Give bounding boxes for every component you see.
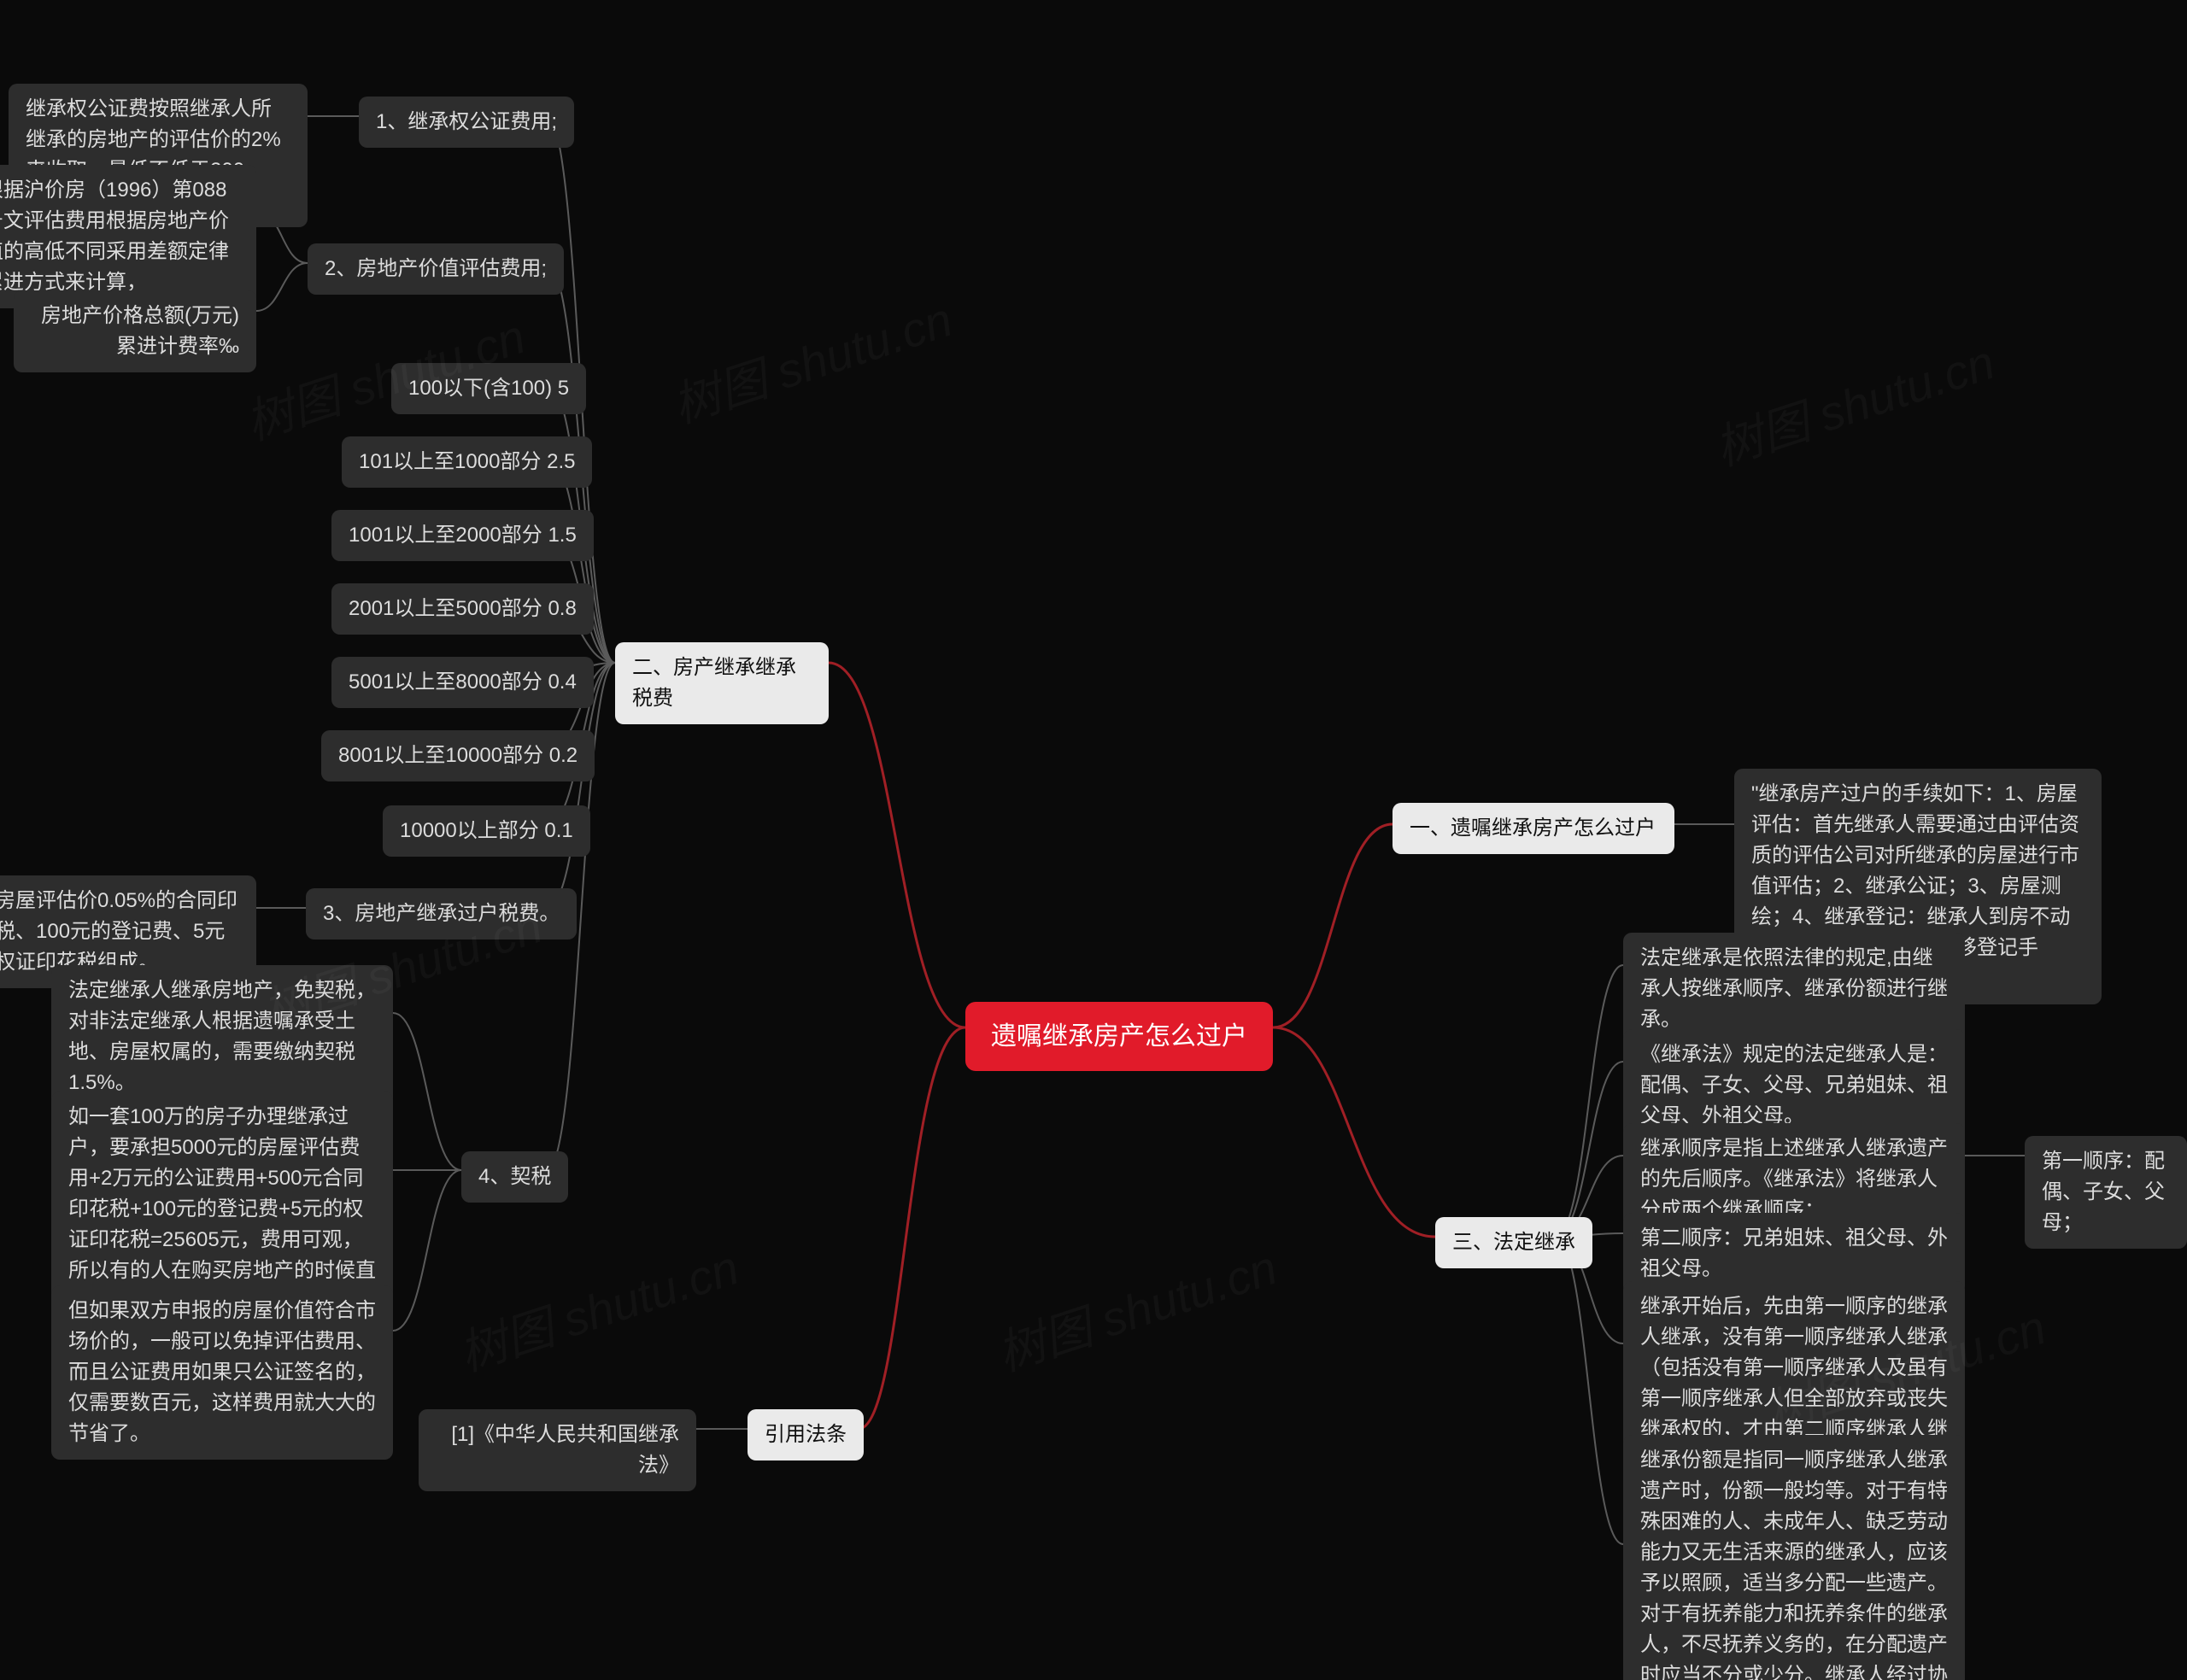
branch-r2[interactable]: 三、法定继承	[1435, 1217, 1592, 1268]
branch-r1[interactable]: 一、遗嘱继承房产怎么过户	[1393, 803, 1674, 854]
leaf-l1a[interactable]: 1、继承权公证费用;	[359, 97, 574, 148]
branch-l1[interactable]: 二、房产继承继承税费	[615, 642, 829, 724]
leaf-r2c1[interactable]: 第一顺序：配偶、子女、父母；	[2025, 1136, 2187, 1249]
leaf-l1j[interactable]: 3、房地产继承过户税费。	[306, 888, 577, 940]
watermark: 树图 shutu.cn	[449, 1230, 747, 1385]
leaf-l1k3[interactable]: 但如果双方申报的房屋价值符合市场价的，一般可以免掉评估费用、而且公证费用如果只公…	[51, 1285, 393, 1460]
leaf-l1g[interactable]: 5001以上至8000部分 0.4	[331, 657, 594, 708]
leaf-l1e[interactable]: 1001以上至2000部分 1.5	[331, 510, 594, 561]
root-node[interactable]: 遗嘱继承房产怎么过户	[965, 1002, 1273, 1071]
leaf-r2f[interactable]: 继承份额是指同一顺序继承人继承遗产时，份额一般均等。对于有特殊困难的人、未成年人…	[1623, 1435, 1965, 1680]
leaf-l1i[interactable]: 10000以上部分 0.1	[383, 805, 590, 857]
leaf-l1b2[interactable]: 房地产价格总额(万元) 累进计费率‰	[14, 290, 256, 372]
watermark: 树图 shutu.cn	[663, 282, 960, 437]
leaf-l1b[interactable]: 2、房地产价值评估费用;	[308, 243, 564, 295]
leaf-l1h[interactable]: 8001以上至10000部分 0.2	[321, 730, 595, 781]
branch-l2[interactable]: 引用法条	[748, 1409, 864, 1460]
leaf-l1k1[interactable]: 法定继承人继承房地产，免契税，对非法定继承人根据遗嘱承受土地、房屋权属的，需要缴…	[51, 965, 393, 1109]
leaf-l1b1[interactable]: 根据沪价房（1996）第088号文评估费用根据房地产价值的高低不同采用差额定律累…	[0, 165, 256, 308]
leaf-l1d[interactable]: 101以上至1000部分 2.5	[342, 436, 592, 488]
leaf-l2a[interactable]: [1]《中华人民共和国继承法》	[419, 1409, 696, 1491]
watermark: 树图 shutu.cn	[988, 1230, 1285, 1385]
watermark: 树图 shutu.cn	[1705, 325, 2002, 480]
leaf-l1f[interactable]: 2001以上至5000部分 0.8	[331, 583, 594, 635]
leaf-l1k[interactable]: 4、契税	[461, 1151, 568, 1203]
leaf-l1c[interactable]: 100以下(含100) 5	[391, 363, 586, 414]
mindmap-canvas: 遗嘱继承房产怎么过户 一、遗嘱继承房产怎么过户 "继承房产过户的手续如下：1、房…	[0, 0, 2187, 1680]
